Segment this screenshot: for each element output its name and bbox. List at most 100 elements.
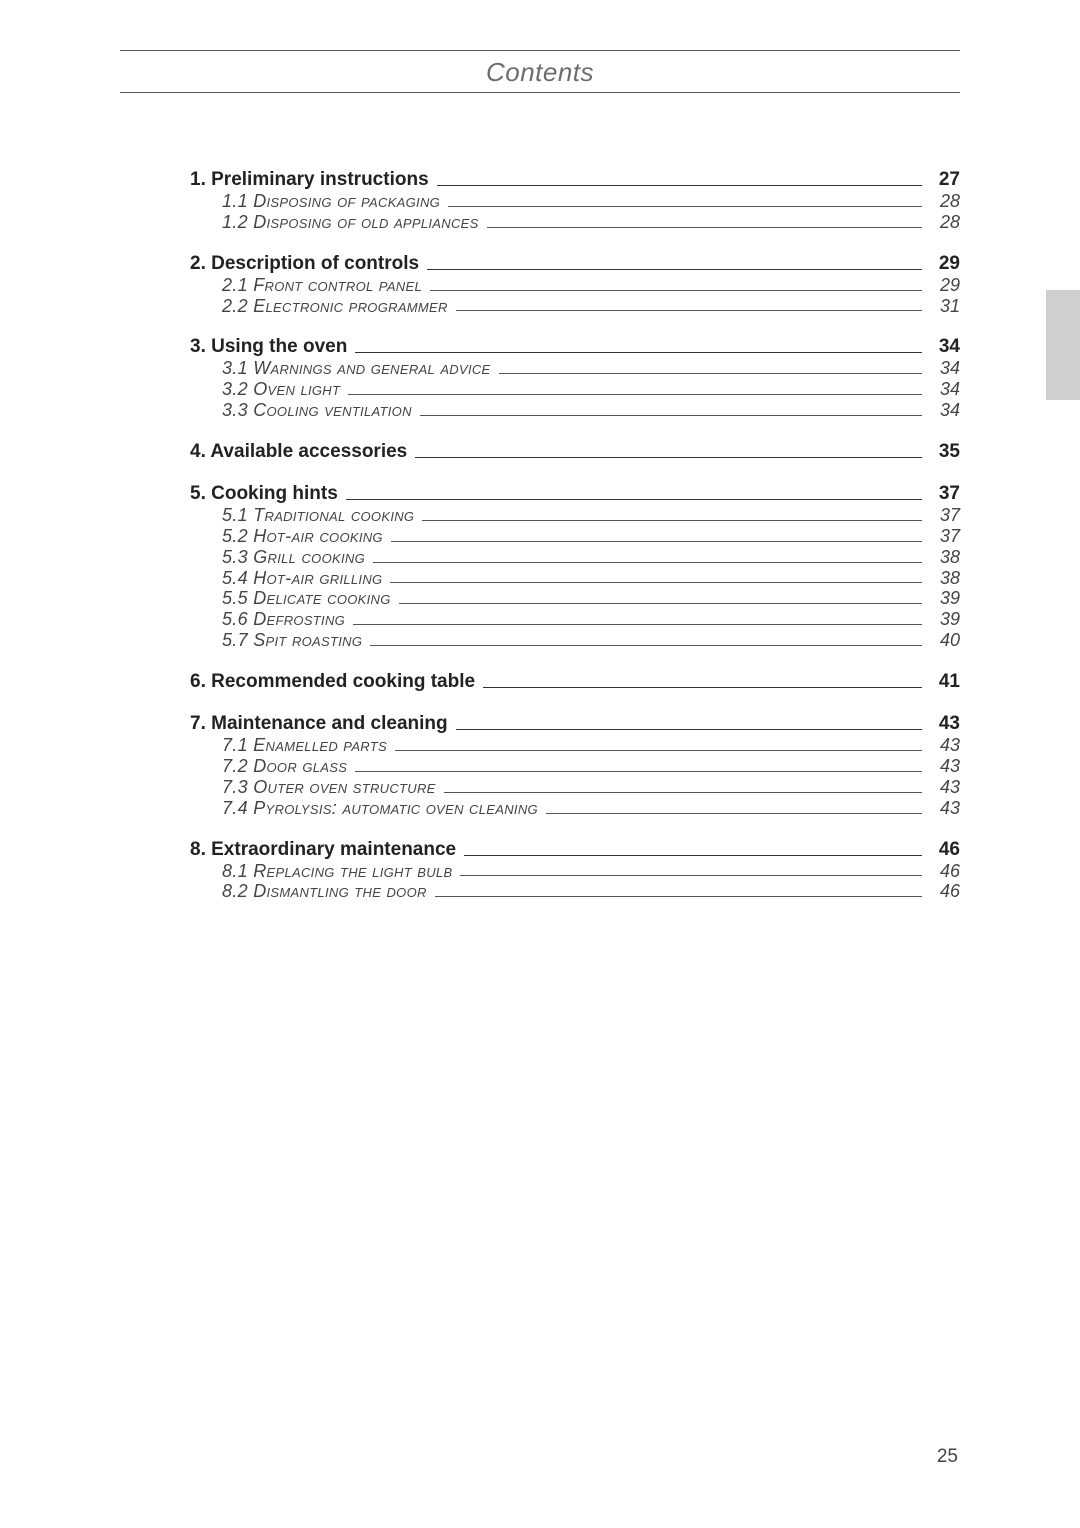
toc-leader bbox=[487, 227, 922, 228]
toc-item-title: 7.4 Pyrolysis: automatic oven cleaning bbox=[222, 799, 542, 818]
toc-item-title: 7.3 Outer oven structure bbox=[222, 778, 440, 797]
toc-item-page: 34 bbox=[926, 359, 960, 378]
toc-item: 7.1 Enamelled parts 43 bbox=[190, 736, 960, 755]
toc-leader bbox=[399, 603, 922, 604]
toc-item-page: 40 bbox=[926, 631, 960, 650]
toc-item-page: 46 bbox=[926, 882, 960, 901]
toc-item-page: 37 bbox=[926, 527, 960, 546]
toc-section-page: 29 bbox=[926, 254, 960, 274]
toc-item: 3.3 Cooling ventilation 34 bbox=[190, 401, 960, 420]
toc-leader bbox=[420, 415, 922, 416]
toc-section: 1. Preliminary instructions27 1.1 Disposi… bbox=[190, 170, 960, 232]
toc-leader bbox=[415, 457, 922, 458]
toc-leader bbox=[348, 394, 922, 395]
toc-section-title: 3. Using the oven bbox=[190, 337, 351, 357]
toc-leader bbox=[437, 185, 922, 186]
toc-item-title: 5.3 Grill cooking bbox=[222, 548, 369, 567]
toc-section-heading: 1. Preliminary instructions27 bbox=[190, 170, 960, 190]
toc-item-title: 5.1 Traditional cooking bbox=[222, 506, 418, 525]
toc-item: 3.1 Warnings and general advice 34 bbox=[190, 359, 960, 378]
toc-item-title: 5.4 Hot-air grilling bbox=[222, 569, 386, 588]
toc-leader bbox=[456, 729, 922, 730]
toc-item-title: 7.2 Door glass bbox=[222, 757, 351, 776]
toc-section: 4. Available accessories 35 bbox=[190, 442, 960, 462]
toc-item-page: 38 bbox=[926, 548, 960, 567]
toc-leader bbox=[448, 206, 922, 207]
toc-item-title: 2.2 Electronic programmer bbox=[222, 297, 452, 316]
toc-item: 8.2 Dismantling the door 46 bbox=[190, 882, 960, 901]
toc-item-title: 5.7 Spit roasting bbox=[222, 631, 366, 650]
toc-item-page: 28 bbox=[926, 192, 960, 211]
toc-section: 2. Description of controls 29 2.1 Front co… bbox=[190, 254, 960, 316]
toc-section: 5. Cooking hints37 5.1 Traditional cookin… bbox=[190, 484, 960, 650]
toc-item-page: 46 bbox=[926, 862, 960, 881]
toc-section-title: 2. Description of controls bbox=[190, 254, 423, 274]
toc-leader bbox=[353, 624, 922, 625]
toc-section-heading: 8. Extraordinary maintenance 46 bbox=[190, 840, 960, 860]
toc-item-page: 34 bbox=[926, 401, 960, 420]
toc-item: 7.3 Outer oven structure 43 bbox=[190, 778, 960, 797]
toc-section-page: 35 bbox=[926, 442, 960, 462]
toc-section-page: 27 bbox=[926, 170, 960, 190]
toc-item-title: 5.2 Hot-air cooking bbox=[222, 527, 387, 546]
table-of-contents: 1. Preliminary instructions27 1.1 Disposi… bbox=[190, 170, 960, 923]
toc-item: 1.2 Disposing of old appliances28 bbox=[190, 213, 960, 232]
toc-leader bbox=[355, 771, 922, 772]
toc-item: 5.3 Grill cooking 38 bbox=[190, 548, 960, 567]
toc-section: 8. Extraordinary maintenance468.1 Replac… bbox=[190, 840, 960, 902]
toc-item: 5.2 Hot-air cooking 37 bbox=[190, 527, 960, 546]
toc-item-title: 1.1 Disposing of packaging bbox=[222, 192, 444, 211]
toc-item-page: 43 bbox=[926, 778, 960, 797]
toc-item-title: 5.5 Delicate cooking bbox=[222, 589, 395, 608]
toc-leader bbox=[370, 645, 922, 646]
header: Contents bbox=[120, 50, 960, 93]
toc-section-heading: 5. Cooking hints37 bbox=[190, 484, 960, 504]
toc-section-heading: 3. Using the oven 34 bbox=[190, 337, 960, 357]
toc-section-heading: 4. Available accessories 35 bbox=[190, 442, 960, 462]
toc-section-page: 37 bbox=[926, 484, 960, 504]
toc-item-title: 3.3 Cooling ventilation bbox=[222, 401, 416, 420]
toc-item-page: 34 bbox=[926, 380, 960, 399]
toc-section: 6. Recommended cooking table 41 bbox=[190, 672, 960, 692]
toc-item-title: 3.2 Oven light bbox=[222, 380, 344, 399]
toc-section-title: 8. Extraordinary maintenance bbox=[190, 840, 460, 860]
toc-item: 7.2 Door glass 43 bbox=[190, 757, 960, 776]
toc-item-title: 2.1 Front control panel bbox=[222, 276, 426, 295]
toc-section-page: 46 bbox=[926, 840, 960, 860]
toc-section: 3. Using the oven343.1 Warnings and gene… bbox=[190, 337, 960, 420]
toc-item-title: 3.1 Warnings and general advice bbox=[222, 359, 495, 378]
toc-item-page: 28 bbox=[926, 213, 960, 232]
toc-item-page: 37 bbox=[926, 506, 960, 525]
toc-item-page: 38 bbox=[926, 569, 960, 588]
toc-section-heading: 7. Maintenance and cleaning43 bbox=[190, 714, 960, 734]
toc-item-page: 43 bbox=[926, 757, 960, 776]
page: Contents 1. Preliminary instructions271.… bbox=[0, 0, 1080, 1528]
toc-leader bbox=[499, 373, 922, 374]
toc-item-title: 7.1 Enamelled parts bbox=[222, 736, 391, 755]
toc-leader bbox=[422, 520, 922, 521]
toc-item: 2.2 Electronic programmer 31 bbox=[190, 297, 960, 316]
toc-item-title: 5.6 Defrosting bbox=[222, 610, 349, 629]
toc-leader bbox=[464, 855, 922, 856]
toc-section-title: 6. Recommended cooking table bbox=[190, 672, 479, 692]
header-title: Contents bbox=[120, 51, 960, 92]
toc-item-page: 43 bbox=[926, 736, 960, 755]
toc-item-page: 29 bbox=[926, 276, 960, 295]
toc-leader bbox=[390, 582, 922, 583]
toc-item-title: 8.2 Dismantling the door bbox=[222, 882, 431, 901]
toc-item-page: 39 bbox=[926, 610, 960, 629]
toc-item-page: 39 bbox=[926, 589, 960, 608]
toc-section-page: 41 bbox=[926, 672, 960, 692]
toc-item: 3.2 Oven light 34 bbox=[190, 380, 960, 399]
toc-section-page: 34 bbox=[926, 337, 960, 357]
toc-leader bbox=[373, 562, 922, 563]
toc-leader bbox=[546, 813, 922, 814]
toc-item-page: 31 bbox=[926, 297, 960, 316]
toc-leader bbox=[427, 269, 922, 270]
toc-item: 5.7 Spit roasting 40 bbox=[190, 631, 960, 650]
toc-item: 5.1 Traditional cooking 37 bbox=[190, 506, 960, 525]
toc-section-heading: 6. Recommended cooking table 41 bbox=[190, 672, 960, 692]
toc-leader bbox=[355, 352, 922, 353]
toc-section-title: 4. Available accessories bbox=[190, 442, 411, 462]
toc-section-page: 43 bbox=[926, 714, 960, 734]
